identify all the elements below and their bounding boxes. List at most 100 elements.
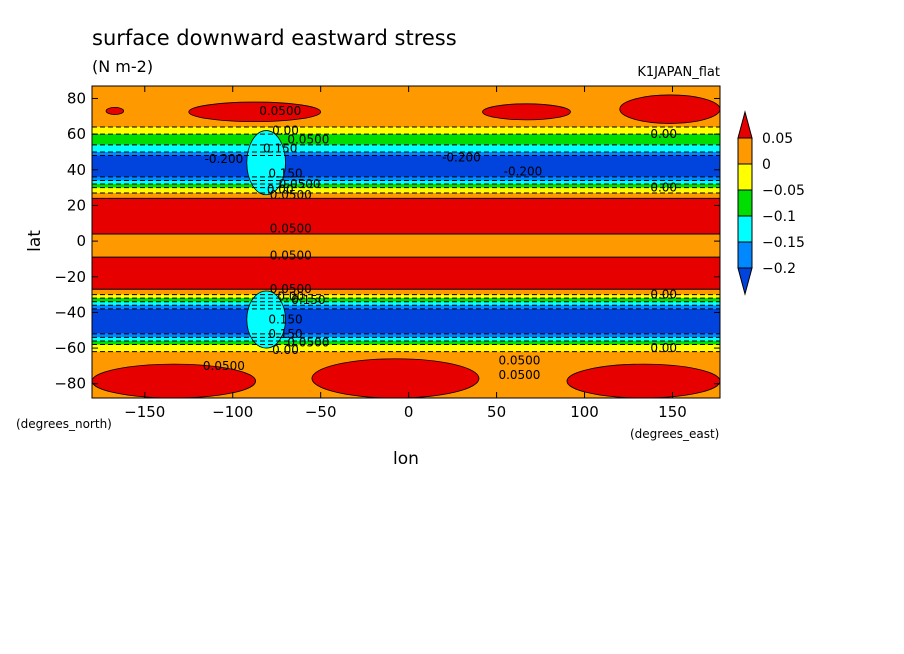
contour-band-8 <box>92 184 720 188</box>
contour-band-2 <box>92 134 720 145</box>
contour-label-1: 0.00 <box>272 124 299 138</box>
contour-label-22: 0.0500 <box>498 368 540 382</box>
y-tick-label: −60 <box>54 339 86 357</box>
contour-band-3 <box>92 144 720 152</box>
y-tick-label: 20 <box>67 196 86 214</box>
contour-label-16: 0.150 <box>268 313 302 327</box>
contour-band-22 <box>92 340 720 345</box>
colorbar-swatch <box>737 241 753 269</box>
contour-label-23: 0.00 <box>650 127 677 141</box>
chart-units: (N m-2) <box>92 57 153 76</box>
y-axis-ticks: −80 −60 −40 −20 0 20 40 60 80 <box>54 89 720 393</box>
chart-title: surface downward eastward stress <box>92 26 457 50</box>
y-tick-label: −40 <box>54 303 86 321</box>
x-tick-label: −100 <box>212 403 253 421</box>
contour-label-8: 0.0500 <box>279 177 321 191</box>
contour-band-16 <box>92 298 720 302</box>
contour-lines <box>92 126 720 353</box>
x-tick-label: 0 <box>404 403 414 421</box>
contour-band-20 <box>92 333 720 338</box>
x-tick-label: −150 <box>124 403 165 421</box>
contour-band-13 <box>92 257 720 290</box>
contour-label-5: -0.200 <box>442 150 481 164</box>
contour-label-14: 0.00 <box>277 289 304 303</box>
colorbar-label: −0.15 <box>762 235 805 251</box>
contour-patch-1 <box>482 103 571 121</box>
contour-label-0: 0.0500 <box>259 104 301 118</box>
contour-label-9: 0.00 <box>267 182 294 196</box>
contour-band-12 <box>92 233 720 258</box>
plot-frame <box>91 85 721 399</box>
contour-label-25: 0.00 <box>650 288 677 302</box>
contour-band-10 <box>92 192 720 199</box>
colorbar-label: 0 <box>762 157 771 173</box>
colorbar-arrow-bottom <box>737 267 753 296</box>
contour-patch-6 <box>566 363 721 399</box>
contour-label-18: 0.0500 <box>287 336 329 350</box>
contour-label-17: 0.150 <box>268 327 302 341</box>
y-axis-label: lat <box>25 230 45 252</box>
y-tick-label: 80 <box>67 89 86 107</box>
contour-label-19: 0.00 <box>272 343 299 357</box>
colorbar-swatch <box>737 215 753 243</box>
y-tick-label: −20 <box>54 268 86 286</box>
contour-label-20: 0.0500 <box>203 359 245 373</box>
contour-band-6 <box>92 176 720 181</box>
contour-band-5 <box>92 155 720 177</box>
contour-band-19 <box>92 308 720 334</box>
x-tick-label: 50 <box>487 403 506 421</box>
contour-patch-7 <box>246 130 286 196</box>
y-tick-label: 60 <box>67 125 86 143</box>
contour-label-10: 0.0500 <box>270 188 312 202</box>
contour-label-24: 0.00 <box>650 181 677 195</box>
x-tick-label: −50 <box>305 403 337 421</box>
plot-area <box>91 86 721 399</box>
contour-label-13: 0.0500 <box>270 282 312 296</box>
contour-band-0 <box>92 86 720 128</box>
contour-label-12: 0.0500 <box>270 248 312 262</box>
contour-band-4 <box>92 151 720 156</box>
dataset-label: K1JAPAN_flat <box>637 65 720 80</box>
contour-label-21: 0.0500 <box>498 354 540 368</box>
colorbar-swatch <box>737 163 753 191</box>
contour-patch-3 <box>105 106 125 115</box>
contour-band-1 <box>92 127 720 135</box>
contour-label-26: 0.00 <box>650 341 677 355</box>
contour-band-23 <box>92 344 720 352</box>
colorbar-label: 0.05 <box>762 131 793 147</box>
colorbar-swatch <box>737 189 753 217</box>
contour-band-18 <box>92 305 720 309</box>
contour-band-15 <box>92 294 720 299</box>
contour-patch-2 <box>619 94 721 124</box>
colorbar-label: −0.1 <box>762 209 796 225</box>
contour-band-21 <box>92 337 720 341</box>
contour-label-3: 0.150 <box>263 141 297 155</box>
contour-band-9 <box>92 187 720 193</box>
colorbar-arrow-top <box>737 110 753 139</box>
contour-band-7 <box>92 180 720 185</box>
y-tick-label: 0 <box>76 232 86 250</box>
y-axis-units: (degrees_north) <box>16 417 112 431</box>
contour-patch-0 <box>188 101 322 123</box>
colorbar-swatch <box>737 137 753 165</box>
x-axis-units: (degrees_east) <box>630 427 719 441</box>
contour-label-4: -0.200 <box>205 152 244 166</box>
contour-label-6: -0.200 <box>504 165 543 179</box>
contour-label-15: 0.150 <box>291 293 325 307</box>
contour-band-14 <box>92 289 720 295</box>
x-tick-label: 100 <box>570 403 599 421</box>
y-tick-label: −80 <box>54 375 86 393</box>
x-axis-label: lon <box>393 449 419 469</box>
colorbar: 0.05 0 −0.05 −0.1 −0.15 −0.2 <box>737 110 805 296</box>
contour-band-17 <box>92 301 720 306</box>
x-axis-ticks: −150 −100 −50 0 50 100 150 <box>124 86 687 421</box>
contour-band-11 <box>92 198 720 234</box>
contour-label-11: 0.0500 <box>270 222 312 236</box>
colorbar-label: −0.05 <box>762 183 805 199</box>
y-tick-label: 40 <box>67 161 86 179</box>
contour-label-7: 0.150 <box>268 166 302 180</box>
contour-patch-5 <box>311 358 480 399</box>
contour-label-2: 0.0500 <box>287 132 329 146</box>
